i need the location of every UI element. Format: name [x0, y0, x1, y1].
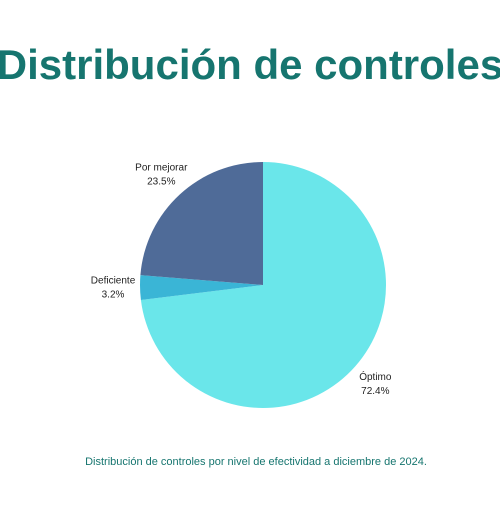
slice-label: Deficiente	[91, 276, 136, 287]
slice-label: Óptimo	[359, 370, 392, 383]
pie-slice	[140, 162, 386, 408]
slice-label: Por mejorar	[135, 162, 188, 173]
slice-value-label: 3.2%	[102, 290, 125, 301]
pie-slice	[139, 275, 263, 300]
slice-value-label: 23.5%	[147, 176, 175, 187]
caption: Distribución de controles por nivel de e…	[85, 456, 427, 468]
slice-value-label: 72.4%	[361, 386, 389, 397]
chart-title: Distribución de controles	[0, 41, 500, 88]
pie-slice	[140, 162, 263, 285]
